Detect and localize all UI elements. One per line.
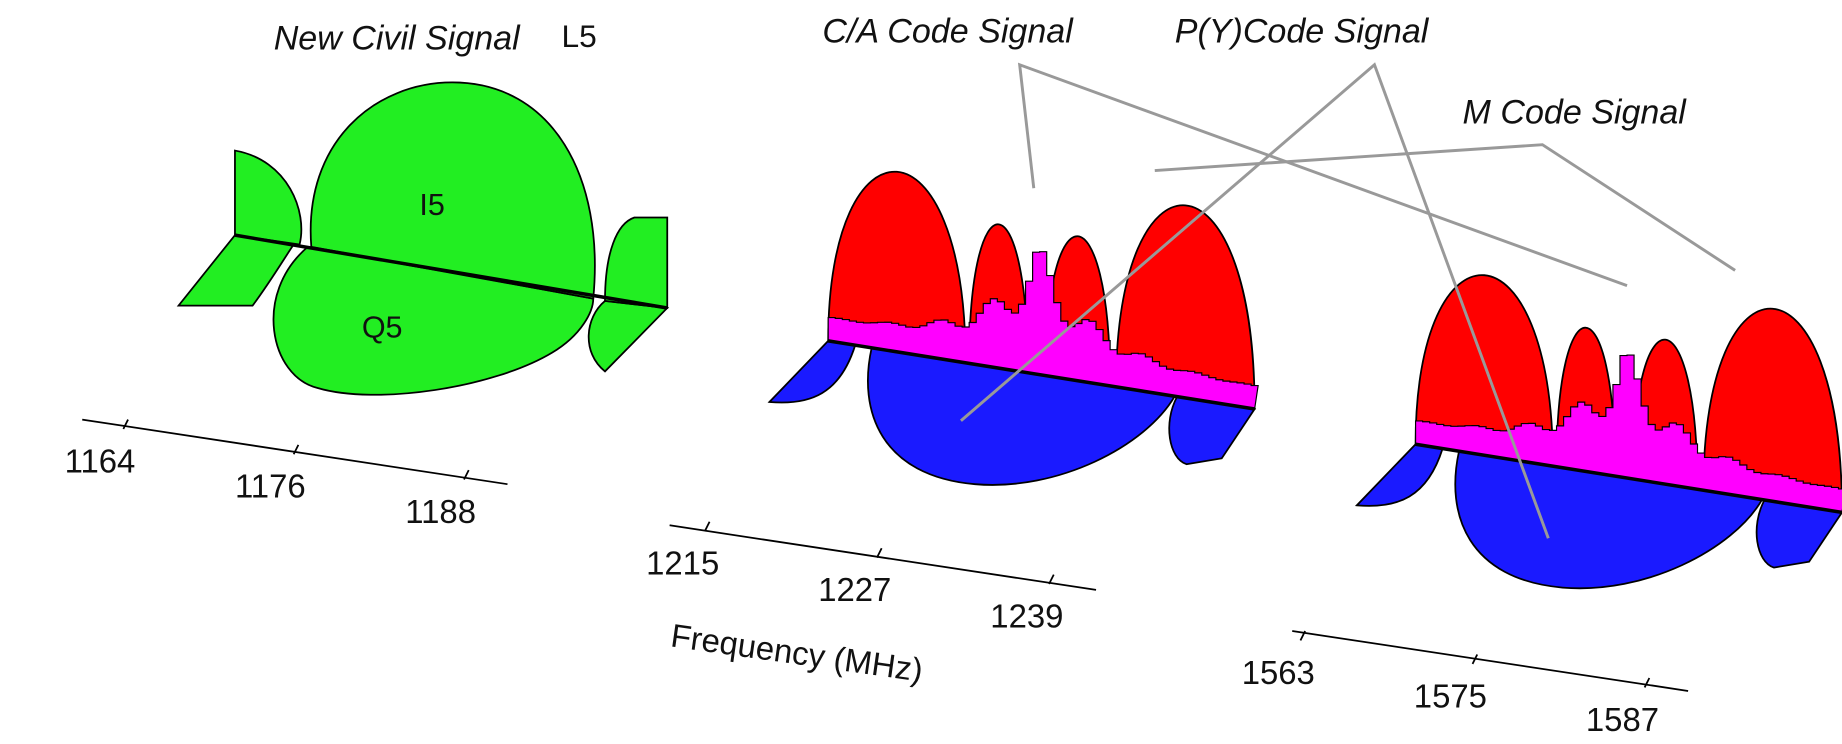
l1-spectrum (1357, 275, 1842, 588)
m-label: M Code Signal (1463, 94, 1688, 132)
py-label: P(Y)Code Signal (1175, 12, 1430, 50)
tick-label: 1227 (818, 571, 891, 608)
tick-mark (705, 522, 710, 531)
tick-mark (1645, 678, 1650, 687)
diagram: New Civil Signal L5 I5 Q5 C/A Code Signa… (0, 0, 1842, 744)
l2-spectrum (769, 172, 1258, 485)
left-lobe (235, 151, 301, 245)
ca-label: C/A Code Signal (822, 12, 1074, 50)
tick-label: 1215 (646, 545, 719, 582)
i5-label: I5 (419, 188, 444, 222)
tick-label: 1563 (1242, 654, 1315, 691)
tick-label: 1239 (990, 598, 1063, 635)
x-axis-label: Frequency (MHz) (669, 617, 926, 689)
right-flap (589, 301, 668, 371)
blue-left-flap (1357, 444, 1443, 506)
l5-spectrum (179, 82, 668, 394)
axis-line (1292, 631, 1688, 691)
right-lobe (605, 218, 667, 308)
tick-label: 1587 (1586, 701, 1659, 738)
q5-label: Q5 (362, 310, 403, 344)
blue-left-flap (769, 341, 855, 403)
axes: 1164 1176 1188 1215 1227 1239 1563 1575 1587 (65, 420, 1688, 738)
m-leader (1155, 145, 1735, 271)
tick-label: 1176 (235, 468, 306, 505)
l5-band: L5 (562, 18, 597, 54)
page: {"labels": {"l5_title": "New Civil Signa… (0, 0, 1842, 744)
tick-label: 1188 (405, 493, 476, 530)
l5-title: New Civil Signal (274, 20, 521, 58)
tick-label: 1575 (1414, 677, 1487, 714)
tick-mark (123, 420, 128, 429)
tick-label: 1164 (65, 442, 136, 479)
